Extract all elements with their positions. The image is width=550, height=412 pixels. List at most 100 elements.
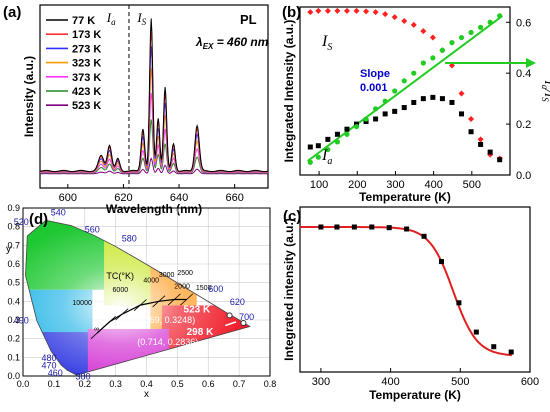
isotherm-line <box>133 299 147 311</box>
y-tick-label: 0.5 <box>7 278 20 288</box>
data-point-ia <box>487 149 493 155</box>
data-point-ia <box>459 111 465 117</box>
data-point-ia <box>401 105 407 111</box>
legend-label: 323 K <box>72 58 101 70</box>
data-point <box>508 349 514 355</box>
data-point-ratio <box>430 55 436 61</box>
x-tick-label: 600 <box>59 192 77 204</box>
chromaticity-point <box>240 320 247 327</box>
spectral-locus <box>25 219 251 376</box>
x-tick-label: 0.0 <box>17 379 30 389</box>
x-tick-label: 400 <box>424 179 442 191</box>
data-point <box>369 224 375 230</box>
data-point <box>386 225 392 231</box>
isotherm-line <box>167 293 181 306</box>
subscript: a <box>540 85 550 90</box>
cct-label: TC(°K) <box>106 271 134 281</box>
y-right-tick-label: 0.2 <box>516 119 531 131</box>
data-point-is <box>448 62 455 69</box>
excitation-value: = 460 nm <box>213 35 268 49</box>
data-point-is <box>372 9 379 16</box>
arrow-head <box>526 58 536 68</box>
cct-tick-label: 1500 <box>196 285 212 292</box>
legend-label: 523 K <box>72 100 101 112</box>
region-label-is: IS <box>136 10 146 27</box>
x-tick-label: 640 <box>170 192 188 204</box>
y-right-tick-label: 0.6 <box>516 17 531 29</box>
data-point-ia <box>497 157 503 163</box>
data-point-is <box>410 21 417 28</box>
legend-label: 273 K <box>72 43 101 55</box>
x-tick-label: 0.6 <box>202 379 215 389</box>
data-point-ratio <box>487 19 493 25</box>
panel-c: 300 400 500 600 Temperature (K) Integrated in… <box>282 206 539 402</box>
subscript: S <box>142 17 147 27</box>
slash: /I <box>542 88 550 98</box>
cct-tick-label: 6000 <box>113 287 129 294</box>
y-right-tick-label: 0.0 <box>516 170 531 182</box>
data-point-ia <box>334 131 340 137</box>
isotherm-line <box>152 295 166 308</box>
subscript: EX <box>203 42 214 51</box>
slope-label: Slope <box>360 68 390 80</box>
x-tick-label: 500 <box>451 376 469 388</box>
wavelength-label: 460 <box>48 368 63 378</box>
data-point-ratio <box>420 60 426 66</box>
data-point-ia <box>325 136 331 142</box>
legend-label: 77 K <box>72 15 95 27</box>
panel-b-frame <box>299 6 511 176</box>
legend-label: 173 K <box>72 29 101 41</box>
data-point-is <box>307 9 314 16</box>
subscript: a <box>111 17 116 27</box>
x-tick-label: 620 <box>114 192 132 204</box>
data-point-is <box>468 116 475 122</box>
data-point-ratio <box>334 139 341 145</box>
wavelength-label: 560 <box>85 224 100 234</box>
x-tick-label: 0.5 <box>171 379 184 389</box>
panel-a: 77 K 173 K 273 K 323 K 373 K 423 K 523 K Ia IS PL… <box>3 4 269 216</box>
y-tick-label: 0.7 <box>7 240 20 250</box>
x-tick-label: 300 <box>312 376 330 388</box>
x-tick-label: 300 <box>386 179 404 191</box>
slope-value: 0.001 <box>360 82 388 94</box>
cct-tick-label: 2500 <box>177 270 193 277</box>
data-point-is <box>343 7 350 14</box>
x-tick-label: 660 <box>225 192 243 204</box>
data-point-ratio <box>497 13 503 19</box>
cct-tick-label: 3000 <box>159 272 175 279</box>
data-point-ratio <box>401 78 407 84</box>
x-tick-label: 0.8 <box>264 379 277 389</box>
shift-arrow <box>224 321 237 327</box>
point-coord-523k: (0.669, 0.3248) <box>134 315 195 325</box>
x-tick-label: 100 <box>310 179 328 191</box>
data-point <box>491 344 497 350</box>
x-tick-label: 0.4 <box>140 379 153 389</box>
data-point-ia <box>315 143 321 149</box>
subscript: S <box>540 97 550 102</box>
data-point-ia <box>439 96 445 102</box>
series-line-77-K <box>39 18 269 173</box>
wavelength-label: 470 <box>42 361 57 371</box>
series-label-ia: Ia <box>321 147 332 167</box>
wavelength-label: 700 <box>239 312 254 322</box>
point-label-523k: 523 K <box>184 305 211 316</box>
x-tick-label: 400 <box>381 376 399 388</box>
data-point <box>421 233 427 239</box>
wavelength-label: 480 <box>42 353 57 363</box>
cct-tick-label: 2000 <box>174 283 190 290</box>
data-point-ratio <box>344 131 350 137</box>
data-point-is <box>477 136 484 143</box>
y-tick-label: 0.4 <box>7 296 20 306</box>
data-point-ia <box>430 94 436 100</box>
data-point <box>438 259 444 265</box>
x-axis-label: x <box>144 389 149 400</box>
data-point-ratio <box>449 40 455 46</box>
data-point-ratio <box>353 124 360 130</box>
excitation-label: λEX = 460 nm <box>195 35 269 51</box>
wavelength-label: 580 <box>122 234 137 244</box>
data-point-is <box>391 14 398 21</box>
data-point-is <box>334 7 341 14</box>
cct-tick-label: 4000 <box>143 278 159 285</box>
